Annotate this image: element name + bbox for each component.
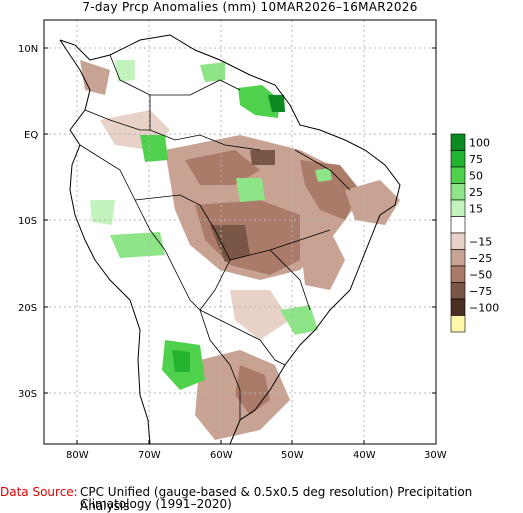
lon-label-60w: 60W xyxy=(210,450,233,461)
map-title: 7-day Prcp Anomalies (mm) 10MAR2026–16MA… xyxy=(82,0,418,14)
climatology-text: Climatology (1991–2020) xyxy=(80,497,232,511)
legend-swatch xyxy=(450,232,466,250)
legend-label: 15 xyxy=(469,202,483,215)
legend-swatch xyxy=(450,298,466,316)
legend-label: 25 xyxy=(469,186,483,199)
legend-swatch xyxy=(450,216,466,234)
legend-label: 100 xyxy=(469,136,490,149)
lat-label-20s: 20S xyxy=(18,303,37,314)
legend-swatch xyxy=(450,249,466,267)
map-frame xyxy=(43,19,437,445)
lon-label-50w: 50W xyxy=(281,450,304,461)
legend-swatch xyxy=(450,133,466,151)
lat-label-10s: 10S xyxy=(18,216,37,227)
legend-label: −100 xyxy=(469,301,499,314)
lon-label-30w: 30W xyxy=(424,450,447,461)
legend-label: 50 xyxy=(469,169,483,182)
legend-swatch xyxy=(450,150,466,168)
legend-label: −25 xyxy=(469,252,492,265)
lat-label-30s: 30S xyxy=(18,389,37,400)
lon-label-80w: 80W xyxy=(66,450,89,461)
data-source-label: Data Source: xyxy=(0,485,78,499)
lon-label-40w: 40W xyxy=(353,450,376,461)
legend-label: −75 xyxy=(469,285,492,298)
lon-label-70w: 70W xyxy=(138,450,161,461)
graticule xyxy=(44,20,436,444)
legend-label: 75 xyxy=(469,153,483,166)
legend-swatch xyxy=(450,166,466,184)
lat-label-eq: EQ xyxy=(24,130,38,141)
data-source-text: CPC Unified (gauge-based & 0.5x0.5 deg r… xyxy=(80,485,473,513)
legend-swatch xyxy=(450,265,466,283)
colorbar-legend: 100 75 50 25 15 −15 −25 −50 −75 −100 xyxy=(450,133,499,333)
legend-swatch xyxy=(450,199,466,217)
legend-swatch xyxy=(450,315,466,333)
legend-label: −50 xyxy=(469,268,492,281)
lat-label-10n: 10N xyxy=(18,44,38,55)
legend-label: −15 xyxy=(469,235,492,248)
legend-swatch xyxy=(450,183,466,201)
country-borders xyxy=(79,54,351,420)
anomaly-field xyxy=(80,60,400,440)
continent-outline xyxy=(59,34,401,445)
legend-swatch xyxy=(450,282,466,300)
